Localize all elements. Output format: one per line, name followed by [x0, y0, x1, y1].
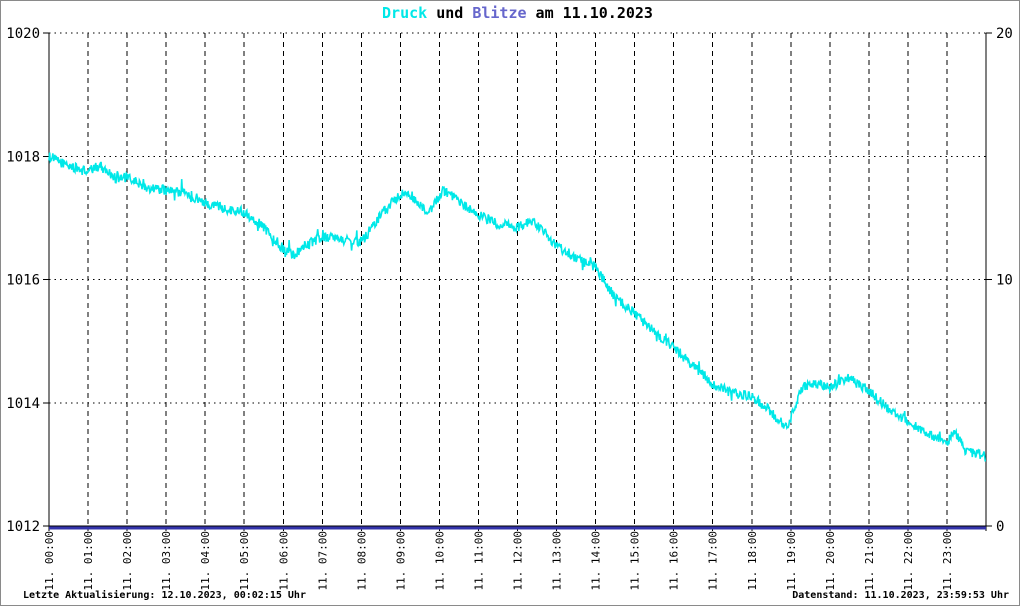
- pressure-series-line: [48, 152, 987, 462]
- x-axis-tick-label: 11. 16:00: [668, 531, 681, 591]
- right-axis-tick-label: 20: [996, 26, 1013, 42]
- x-axis-tick-label: 11. 03:00: [160, 531, 173, 591]
- left-axis-tick-label: 1020: [6, 26, 40, 42]
- x-axis-tick-label: 11. 00:00: [43, 531, 56, 591]
- title-date: am 11.10.2023: [526, 4, 653, 22]
- x-axis-tick-label: 11. 04:00: [199, 531, 212, 591]
- x-axis-tick-label: 11. 20:00: [824, 531, 837, 591]
- x-axis-tick-label: 11. 02:00: [121, 531, 134, 591]
- title-connector: und: [427, 4, 473, 22]
- x-axis-tick-label: 11. 23:00: [941, 531, 954, 591]
- left-axis-tick-label: 1018: [6, 149, 40, 165]
- chart-title: Druck und Blitze am 11.10.2023: [49, 4, 986, 22]
- x-axis-tick-label: 11. 17:00: [707, 531, 720, 591]
- left-axis-tick-label: 1016: [6, 273, 40, 289]
- x-axis-tick-label: 11. 14:00: [590, 531, 603, 591]
- x-axis-tick-label: 11. 06:00: [277, 531, 290, 591]
- x-axis-tick-label: 11. 07:00: [316, 531, 329, 591]
- left-axis-tick-label: 1012: [6, 519, 40, 535]
- x-axis-tick-label: 11. 10:00: [433, 531, 446, 591]
- right-axis-tick-label: 10: [996, 273, 1013, 289]
- x-axis-tick-label: 11. 11:00: [472, 531, 485, 591]
- x-axis-tick-label: 11. 12:00: [512, 531, 525, 591]
- x-axis-tick-label: 11. 08:00: [355, 531, 368, 591]
- x-axis-tick-label: 11. 21:00: [863, 531, 876, 591]
- data-timestamp-text: Datenstand: 11.10.2023, 23:59:53 Uhr: [792, 590, 1009, 601]
- left-axis-tick-label: 1014: [6, 396, 40, 412]
- x-axis-tick-label: 11. 18:00: [746, 531, 759, 591]
- right-axis-tick-label: 0: [996, 519, 1004, 535]
- x-axis-tick-label: 11. 09:00: [394, 531, 407, 591]
- x-axis-tick-label: 11. 01:00: [82, 531, 95, 591]
- last-update-text: Letzte Aktualisierung: 12.10.2023, 00:02…: [23, 590, 306, 601]
- x-axis-tick-label: 11. 13:00: [551, 531, 564, 591]
- x-axis-tick-label: 11. 15:00: [629, 531, 642, 591]
- title-druck-series-label: Druck: [382, 4, 428, 22]
- x-axis-tick-label: 11. 19:00: [785, 531, 798, 591]
- title-blitze-series-label: Blitze: [472, 4, 527, 22]
- x-axis-tick-label: 11. 22:00: [902, 531, 915, 591]
- x-axis-tick-label: 11. 05:00: [238, 531, 251, 591]
